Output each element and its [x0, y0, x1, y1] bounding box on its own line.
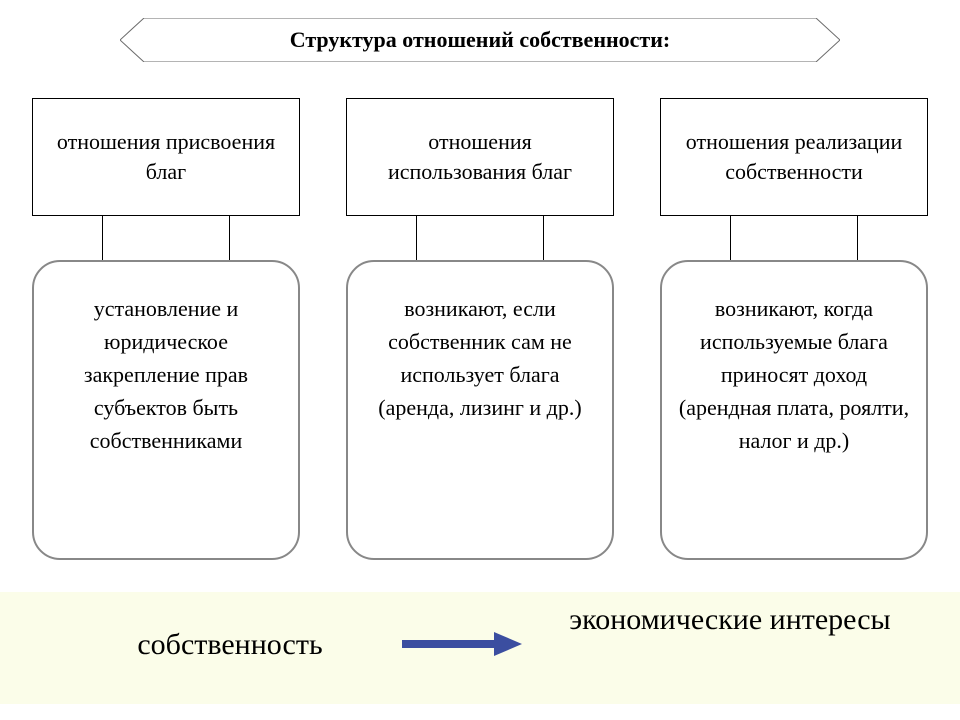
desc-1: установление и юридическое закрепление п… [48, 292, 284, 457]
arrow-icon [402, 632, 522, 656]
diagram-root: Структура отношений собственности: отнош… [0, 0, 960, 720]
bottom-left-label: собственность [100, 628, 360, 662]
heading-box-2: отношения использования благ [346, 98, 614, 216]
desc-3: возникают, когда используемые блага прин… [676, 292, 912, 457]
connector-1b [229, 216, 230, 260]
desc-box-3: возникают, когда используемые блага прин… [660, 260, 928, 560]
desc-box-2: возникают, если собственник сам не испол… [346, 260, 614, 560]
heading-box-3: отношения реализации собственности [660, 98, 928, 216]
heading-1: отношения присвоения благ [43, 127, 289, 186]
title-banner: Структура отношений собственности: [120, 18, 840, 62]
heading-3: отношения реализации собственности [671, 127, 917, 186]
desc-box-1: установление и юридическое закрепление п… [32, 260, 300, 560]
heading-box-1: отношения присвоения благ [32, 98, 300, 216]
desc-2: возникают, если собственник сам не испол… [362, 292, 598, 424]
connector-3a [730, 216, 731, 260]
bottom-right-label: экономические интересы [560, 600, 900, 641]
connector-3b [857, 216, 858, 260]
heading-2: отношения использования благ [357, 127, 603, 186]
bottom-strip: собственность экономические интересы [0, 592, 960, 704]
connector-2b [543, 216, 544, 260]
diagram-title: Структура отношений собственности: [290, 27, 671, 53]
connector-1a [102, 216, 103, 260]
connector-2a [416, 216, 417, 260]
